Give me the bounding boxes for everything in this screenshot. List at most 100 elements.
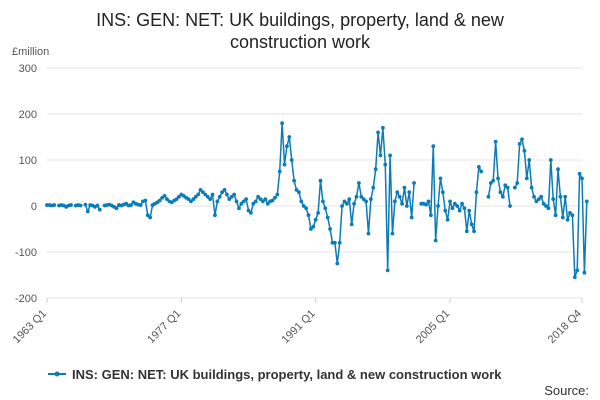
data-point <box>201 190 205 195</box>
data-point <box>143 198 148 203</box>
data-point <box>205 194 210 199</box>
data-point <box>344 201 349 206</box>
data-point <box>191 197 196 202</box>
data-point <box>404 204 409 208</box>
data-point <box>321 199 325 204</box>
data-point <box>395 190 400 195</box>
data-point <box>337 240 342 245</box>
series-line-segment <box>421 145 482 242</box>
data-point <box>297 190 301 195</box>
data-point <box>450 206 455 211</box>
data-point <box>366 231 371 236</box>
x-tick-label: 1977 Q1 <box>145 308 183 346</box>
data-point <box>263 197 268 202</box>
data-point <box>249 211 253 215</box>
data-point <box>246 208 251 213</box>
data-point <box>440 190 445 195</box>
data-point <box>222 188 227 192</box>
data-point <box>445 217 450 222</box>
data-point <box>174 197 179 202</box>
data-point <box>577 171 582 176</box>
data-point <box>282 162 287 167</box>
data-point <box>237 206 241 211</box>
data-point <box>270 198 275 203</box>
data-point <box>371 185 376 190</box>
data-point <box>455 204 460 208</box>
data-point <box>428 213 433 218</box>
chart-title-line-1: INS: GEN: NET: UK buildings, property, l… <box>96 10 505 30</box>
data-point <box>299 199 304 204</box>
data-point <box>464 229 469 234</box>
data-point <box>189 199 193 204</box>
data-point <box>258 197 263 202</box>
data-point <box>496 176 500 181</box>
data-point <box>318 178 323 183</box>
data-point <box>472 229 476 234</box>
data-point <box>359 194 364 199</box>
data-point <box>431 144 436 149</box>
data-point <box>457 208 462 213</box>
data-point <box>352 201 356 206</box>
data-point <box>342 199 347 204</box>
data-point <box>253 199 258 204</box>
data-point <box>227 197 232 202</box>
data-point <box>287 135 292 139</box>
x-tick-label: 1963 Q1 <box>11 308 49 346</box>
data-point <box>285 144 289 149</box>
data-point <box>534 199 539 204</box>
data-point <box>145 213 150 218</box>
data-point <box>479 169 484 174</box>
data-point <box>517 142 522 146</box>
data-point <box>424 202 428 207</box>
data-point <box>157 198 162 203</box>
data-point <box>392 199 397 204</box>
data-point <box>551 197 556 202</box>
data-point <box>239 201 244 206</box>
data-point <box>373 167 378 172</box>
data-point <box>558 194 563 199</box>
data-point <box>529 185 534 190</box>
data-point <box>498 190 503 195</box>
y-axis-ticks: -200 -100 0 100 200 300 <box>15 63 37 305</box>
data-point <box>572 275 577 280</box>
data-point <box>520 137 524 142</box>
data-point <box>409 215 414 220</box>
data-point <box>474 190 479 195</box>
data-point <box>522 148 527 153</box>
data-point <box>301 204 306 208</box>
data-point <box>488 181 493 185</box>
gridlines <box>47 67 582 299</box>
data-point <box>508 204 512 208</box>
data-point <box>232 192 237 197</box>
data-point <box>544 204 548 208</box>
data-point <box>210 192 215 197</box>
data-point <box>361 197 366 202</box>
chart-title-line-2: construction work <box>230 32 371 52</box>
data-point <box>349 222 354 227</box>
data-point <box>448 199 452 204</box>
data-point <box>114 206 119 211</box>
data-point <box>256 194 261 199</box>
series-line-segment <box>487 140 511 207</box>
data-point <box>225 192 229 197</box>
source-label: Source: <box>544 383 589 398</box>
legend-marker-swatch <box>54 371 60 377</box>
data-point <box>556 167 560 172</box>
data-point <box>452 201 457 206</box>
data-point <box>560 215 565 220</box>
data-point <box>460 201 464 206</box>
data-point <box>277 169 282 174</box>
y-tick-label: -200 <box>15 293 37 305</box>
data-point <box>325 215 330 220</box>
data-point <box>438 176 443 181</box>
data-point <box>229 194 234 199</box>
data-point <box>532 194 536 199</box>
y-tick-label: 200 <box>19 109 37 121</box>
data-point <box>400 201 404 206</box>
data-point <box>177 194 181 199</box>
data-point <box>313 217 318 222</box>
data-point <box>433 238 438 243</box>
data-point <box>500 194 505 199</box>
data-point <box>491 178 496 183</box>
data-point <box>563 194 568 199</box>
